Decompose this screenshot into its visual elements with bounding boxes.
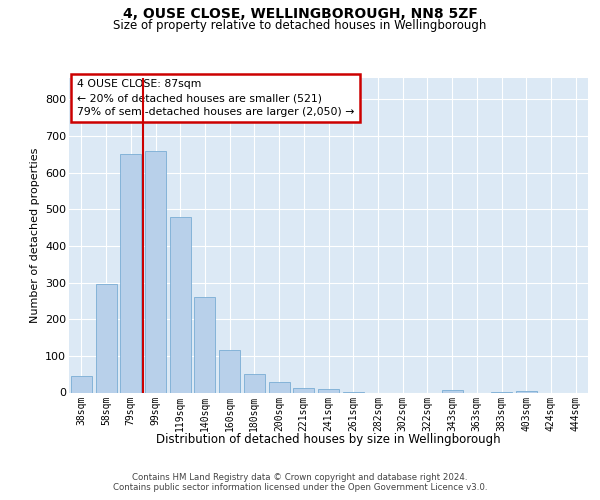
Bar [170, 218, 191, 392]
Bar [442, 390, 463, 392]
Text: Size of property relative to detached houses in Wellingborough: Size of property relative to detached ho… [113, 19, 487, 32]
Text: Contains public sector information licensed under the Open Government Licence v3: Contains public sector information licen… [113, 484, 487, 492]
Bar [244, 374, 265, 392]
Bar [269, 382, 290, 392]
Bar [71, 376, 92, 392]
Bar [120, 154, 141, 392]
Text: Contains HM Land Registry data © Crown copyright and database right 2024.: Contains HM Land Registry data © Crown c… [132, 472, 468, 482]
Bar [219, 350, 240, 393]
Bar [516, 390, 537, 392]
Text: 4, OUSE CLOSE, WELLINGBOROUGH, NN8 5ZF: 4, OUSE CLOSE, WELLINGBOROUGH, NN8 5ZF [122, 8, 478, 22]
Y-axis label: Number of detached properties: Number of detached properties [29, 148, 40, 322]
Text: 4 OUSE CLOSE: 87sqm
← 20% of detached houses are smaller (521)
79% of semi-detac: 4 OUSE CLOSE: 87sqm ← 20% of detached ho… [77, 79, 354, 117]
Text: Distribution of detached houses by size in Wellingborough: Distribution of detached houses by size … [157, 432, 501, 446]
Bar [318, 389, 339, 392]
Bar [293, 388, 314, 392]
Bar [145, 151, 166, 392]
Bar [95, 284, 116, 393]
Bar [194, 298, 215, 392]
